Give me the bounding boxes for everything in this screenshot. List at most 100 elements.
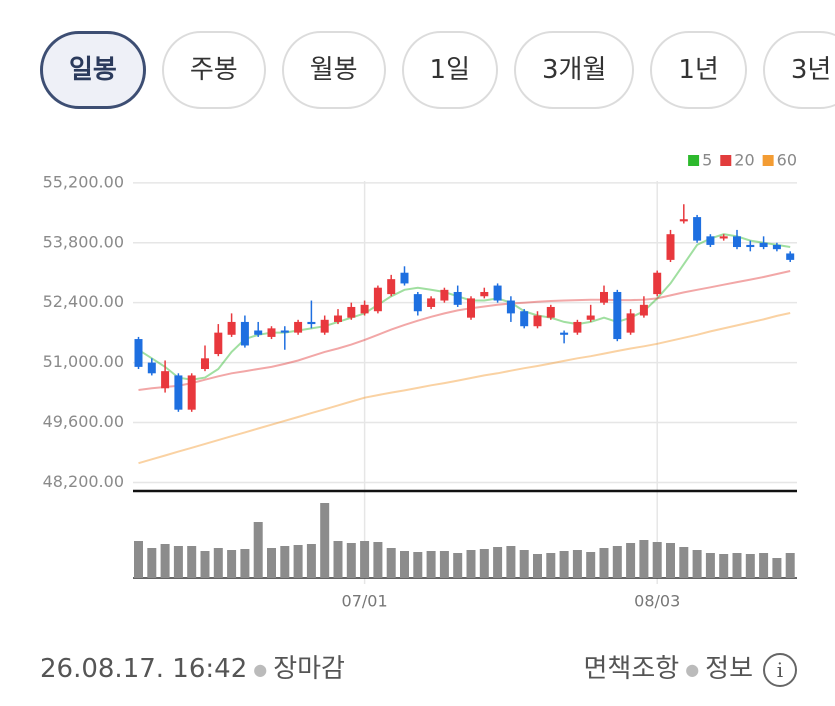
y-tick-label: 48,200.00 [43,472,124,491]
candle-body [693,217,702,241]
volume-bar [546,553,556,578]
volume-bar [333,541,343,578]
legend-label: 5 [702,151,712,170]
candle-body [187,375,196,410]
candle-body [267,328,276,337]
candle-body [533,315,542,327]
volume-bar [320,503,330,578]
volume-bar [612,546,622,578]
y-tick-label: 51,000.00 [43,352,124,371]
period-tab[interactable]: 월봉 [281,31,386,109]
disclaimer-link[interactable]: 면책조항 [583,654,680,684]
volume-bar [479,549,489,578]
period-tab[interactable]: 3년 [762,31,835,109]
volume-bar [572,550,582,578]
candle-body [227,321,236,335]
candle-body [560,332,569,335]
candle-body [480,291,489,297]
volume-bar [134,541,143,578]
volume-bar [160,544,170,578]
candle-body [440,289,449,301]
volume-bar [759,553,769,578]
links: 면책조항 ● 정보 i [583,648,797,687]
candle-body [174,375,183,410]
candle-body [600,291,608,303]
candle-body [573,321,582,333]
period-tab[interactable]: 일봉 [40,31,146,109]
candle-body [214,332,223,355]
info-icon[interactable]: i [763,652,797,687]
volume-bar [439,551,449,578]
volume-bar [426,551,436,578]
candle-body [653,272,662,295]
x-tick-label: 07/01 [342,592,388,611]
period-tab[interactable]: 1일 [401,31,498,109]
volume-bar [240,549,250,578]
legend-label: 60 [777,151,797,170]
volume-bar [772,558,782,578]
volume-bar [785,553,795,578]
volume-bar [506,546,516,578]
y-tick-label: 49,600.00 [43,412,124,431]
info-link[interactable]: 정보 [705,654,753,684]
volume-bar [293,545,303,578]
volume-bar [745,554,755,578]
period-tab[interactable]: 1년 [650,31,747,109]
footer: 26.08.17. 16:42 ● 장마감 면책조항 ● 정보 i [40,648,797,692]
candle-body [706,236,715,245]
volume-bar [147,548,157,578]
volume-bar [386,548,396,578]
period-tabs: 일봉 주봉 월봉 1일 3개월 1년 3년 [40,31,835,109]
volume-bar [679,547,689,578]
volume-bar [373,542,383,578]
period-tab[interactable]: 3개월 [514,31,635,109]
candle-body [134,339,143,367]
volume-bar [559,551,569,578]
candle-body [147,362,156,374]
period-tab[interactable]: 주봉 [161,31,266,109]
volume-bar [692,550,702,578]
y-tick-label: 53,800.00 [43,232,124,251]
volume-bar [360,541,370,578]
candle-body [639,304,648,316]
volume-bar [652,542,662,578]
candle-body [240,321,249,346]
chart: 48,200.00 49,600.00 51,000.00 52,400.00 53,8… [43,151,797,611]
volume-bar [666,543,675,578]
volume-bar [253,522,263,578]
timestamp: 26.08.17. 16:42 [40,654,248,684]
volume-bar [227,550,237,578]
legend-swatch [720,155,732,166]
candle-body [679,219,688,222]
volume-bar [599,548,609,578]
volume-bar [466,550,476,578]
candle-body [666,234,675,260]
candle-body [427,298,436,307]
moving-average-line [138,312,791,465]
volume-bar [187,546,197,578]
volume-bar [493,547,503,578]
volume-bar [719,554,729,578]
candle-body [506,300,515,314]
volume-bar [346,543,356,578]
volume-bar [586,552,596,578]
candle-body [746,244,755,248]
candle-body [413,294,422,312]
candle-body [772,244,781,250]
candle-body [360,304,369,314]
candle-body [307,321,316,325]
y-tick-label: 55,200.00 [43,172,124,191]
volume-bar [705,553,715,578]
candle-body [467,298,475,318]
volume-bar [626,543,636,578]
candle-body [546,306,555,318]
legend-label: 20 [734,151,754,170]
volume-bar [413,552,423,578]
volume-bar [400,551,409,578]
y-tick-label: 52,400.00 [43,292,124,311]
candle-body [373,287,382,312]
market-status: 장마감 [273,654,345,684]
legend-swatch [762,155,774,166]
volume-bar [200,551,210,578]
